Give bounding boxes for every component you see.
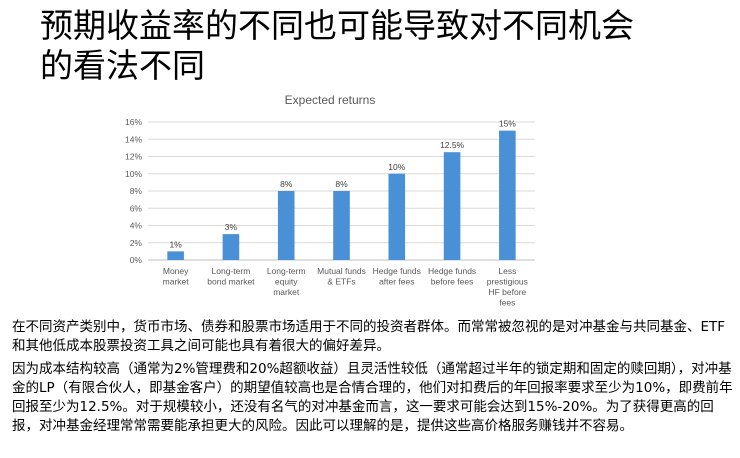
y-tick-label: 2%: [130, 238, 143, 248]
y-tick-label: 16%: [125, 117, 142, 127]
x-tick-label: Long-term bond market: [207, 266, 255, 287]
bar: [443, 152, 461, 260]
x-tick-label: Long-term equity market: [267, 266, 306, 297]
data-label: 10%: [388, 162, 405, 172]
data-label: 8%: [280, 179, 293, 189]
y-tick-label: 12%: [125, 152, 142, 162]
bar: [333, 191, 350, 260]
bar: [167, 251, 184, 260]
data-label: 8%: [335, 179, 348, 189]
y-tick-label: 4%: [130, 221, 143, 231]
chart-x-axis: Money market Long-term bond market Long-term…: [163, 266, 528, 308]
y-tick-label: 8%: [130, 186, 143, 196]
chart-data-labels: 1% 3% 8% 8% 10% 12.5% 15%: [169, 119, 516, 250]
slide-title: 预期收益率的不同也可能导致对不同机会 的看法不同: [40, 6, 730, 86]
slide-title-line-2: 的看法不同: [40, 46, 205, 85]
data-label: 1%: [169, 239, 182, 249]
data-label: 3%: [225, 222, 238, 232]
x-tick-label: Hedge funds after fees: [373, 266, 421, 287]
x-tick-label: Money market: [163, 266, 190, 287]
expected-returns-chart: Expected returns 0%2%4%6%8%10%12%14%16% …: [125, 93, 535, 308]
bar: [277, 191, 295, 260]
y-tick-label: 14%: [125, 134, 142, 144]
description-paragraph-2: 因为成本结构较高（通常为2%管理费和20%超额收益）且灵活性较低（通常超过半年的…: [12, 361, 733, 434]
x-tick-label: Less prestigious HF before fees: [487, 266, 528, 308]
bar: [222, 234, 240, 260]
bar: [499, 130, 516, 260]
x-tick-label: Mutual funds & ETFs: [317, 266, 366, 287]
y-tick-label: 10%: [125, 169, 142, 179]
data-label: 12.5%: [440, 140, 465, 150]
chart-y-axis: 0% 2% 4% 6% 8% 10% 12% 14% 16%: [125, 117, 142, 265]
data-label: 15%: [499, 119, 516, 129]
chart-bars: [167, 130, 516, 260]
slide-title-line-1: 预期收益率的不同也可能导致对不同机会: [40, 6, 634, 45]
x-tick-label: Hedge funds before fees: [428, 266, 476, 287]
chart-title: Expected returns: [285, 93, 376, 107]
y-tick-label: 6%: [130, 203, 143, 213]
bar: [388, 173, 406, 260]
description-paragraph-1: 在不同资产类别中，货币市场、债券和股票市场适用于不同的投资者群体。而常常被忽视的…: [12, 319, 726, 354]
y-tick-label: 0%: [130, 255, 143, 265]
